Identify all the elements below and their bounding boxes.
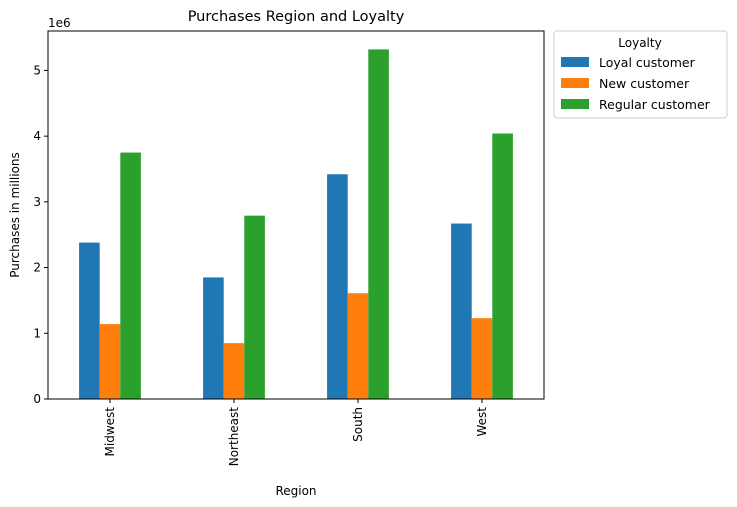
x-axis-label: Region [275,484,316,498]
legend-swatch-regular-customer [561,99,589,109]
bar-new-customer-west [471,318,493,399]
bar-regular-customer-west [492,133,513,399]
bars-layer [79,49,513,400]
y-tick-label: 2 [33,261,41,275]
x-tick-label-northeast: Northeast [227,407,241,467]
bar-regular-customer-northeast [244,215,265,399]
chart-title: Purchases Region and Loyalty [188,9,405,25]
y-tick-label: 1 [33,326,41,340]
y-tick-label: 5 [33,63,41,77]
x-axis: Midwest Northeast South West [103,399,489,466]
bar-loyal-customer-west [451,223,472,399]
y-axis-label: Purchases in millions [8,152,22,278]
y-offset-label: 1e6 [48,16,71,30]
bar-new-customer-south [347,293,369,399]
legend-swatch-new-customer [561,78,589,88]
bar-loyal-customer-south [327,174,348,399]
y-tick-label: 3 [33,195,41,209]
legend-label-new-customer: New customer [599,76,690,91]
x-tick-label-midwest: Midwest [103,407,117,457]
bar-regular-customer-midwest [120,152,141,399]
legend-label-regular-customer: Regular customer [599,97,711,112]
plot-frame [47,30,545,400]
x-tick-label-south: South [351,407,365,442]
legend-label-loyal-customer: Loyal customer [599,55,696,70]
y-tick-label: 0 [33,392,41,406]
legend-items: Loyal customer New customer Regular custom… [561,55,711,112]
legend-box [553,30,728,119]
bar-loyal-customer-northeast [203,277,224,399]
legend-swatch-loyal-customer [561,57,589,67]
legend: Loyalty Loyal customer New customer Regula… [553,30,728,119]
bar-new-customer-midwest [99,324,121,399]
legend-title: Loyalty [618,36,661,50]
y-axis: 0 1 2 3 4 5 [33,63,48,406]
bar-loyal-customer-midwest [79,242,100,399]
y-tick-label: 4 [33,129,41,143]
plot-area [47,30,545,400]
x-tick-label-west: West [475,407,489,437]
bar-regular-customer-south [368,49,389,400]
bar-new-customer-northeast [223,343,245,399]
